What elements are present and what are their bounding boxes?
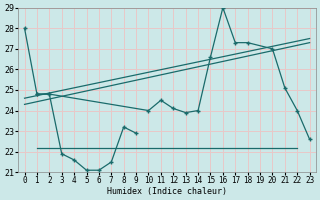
X-axis label: Humidex (Indice chaleur): Humidex (Indice chaleur): [107, 187, 227, 196]
